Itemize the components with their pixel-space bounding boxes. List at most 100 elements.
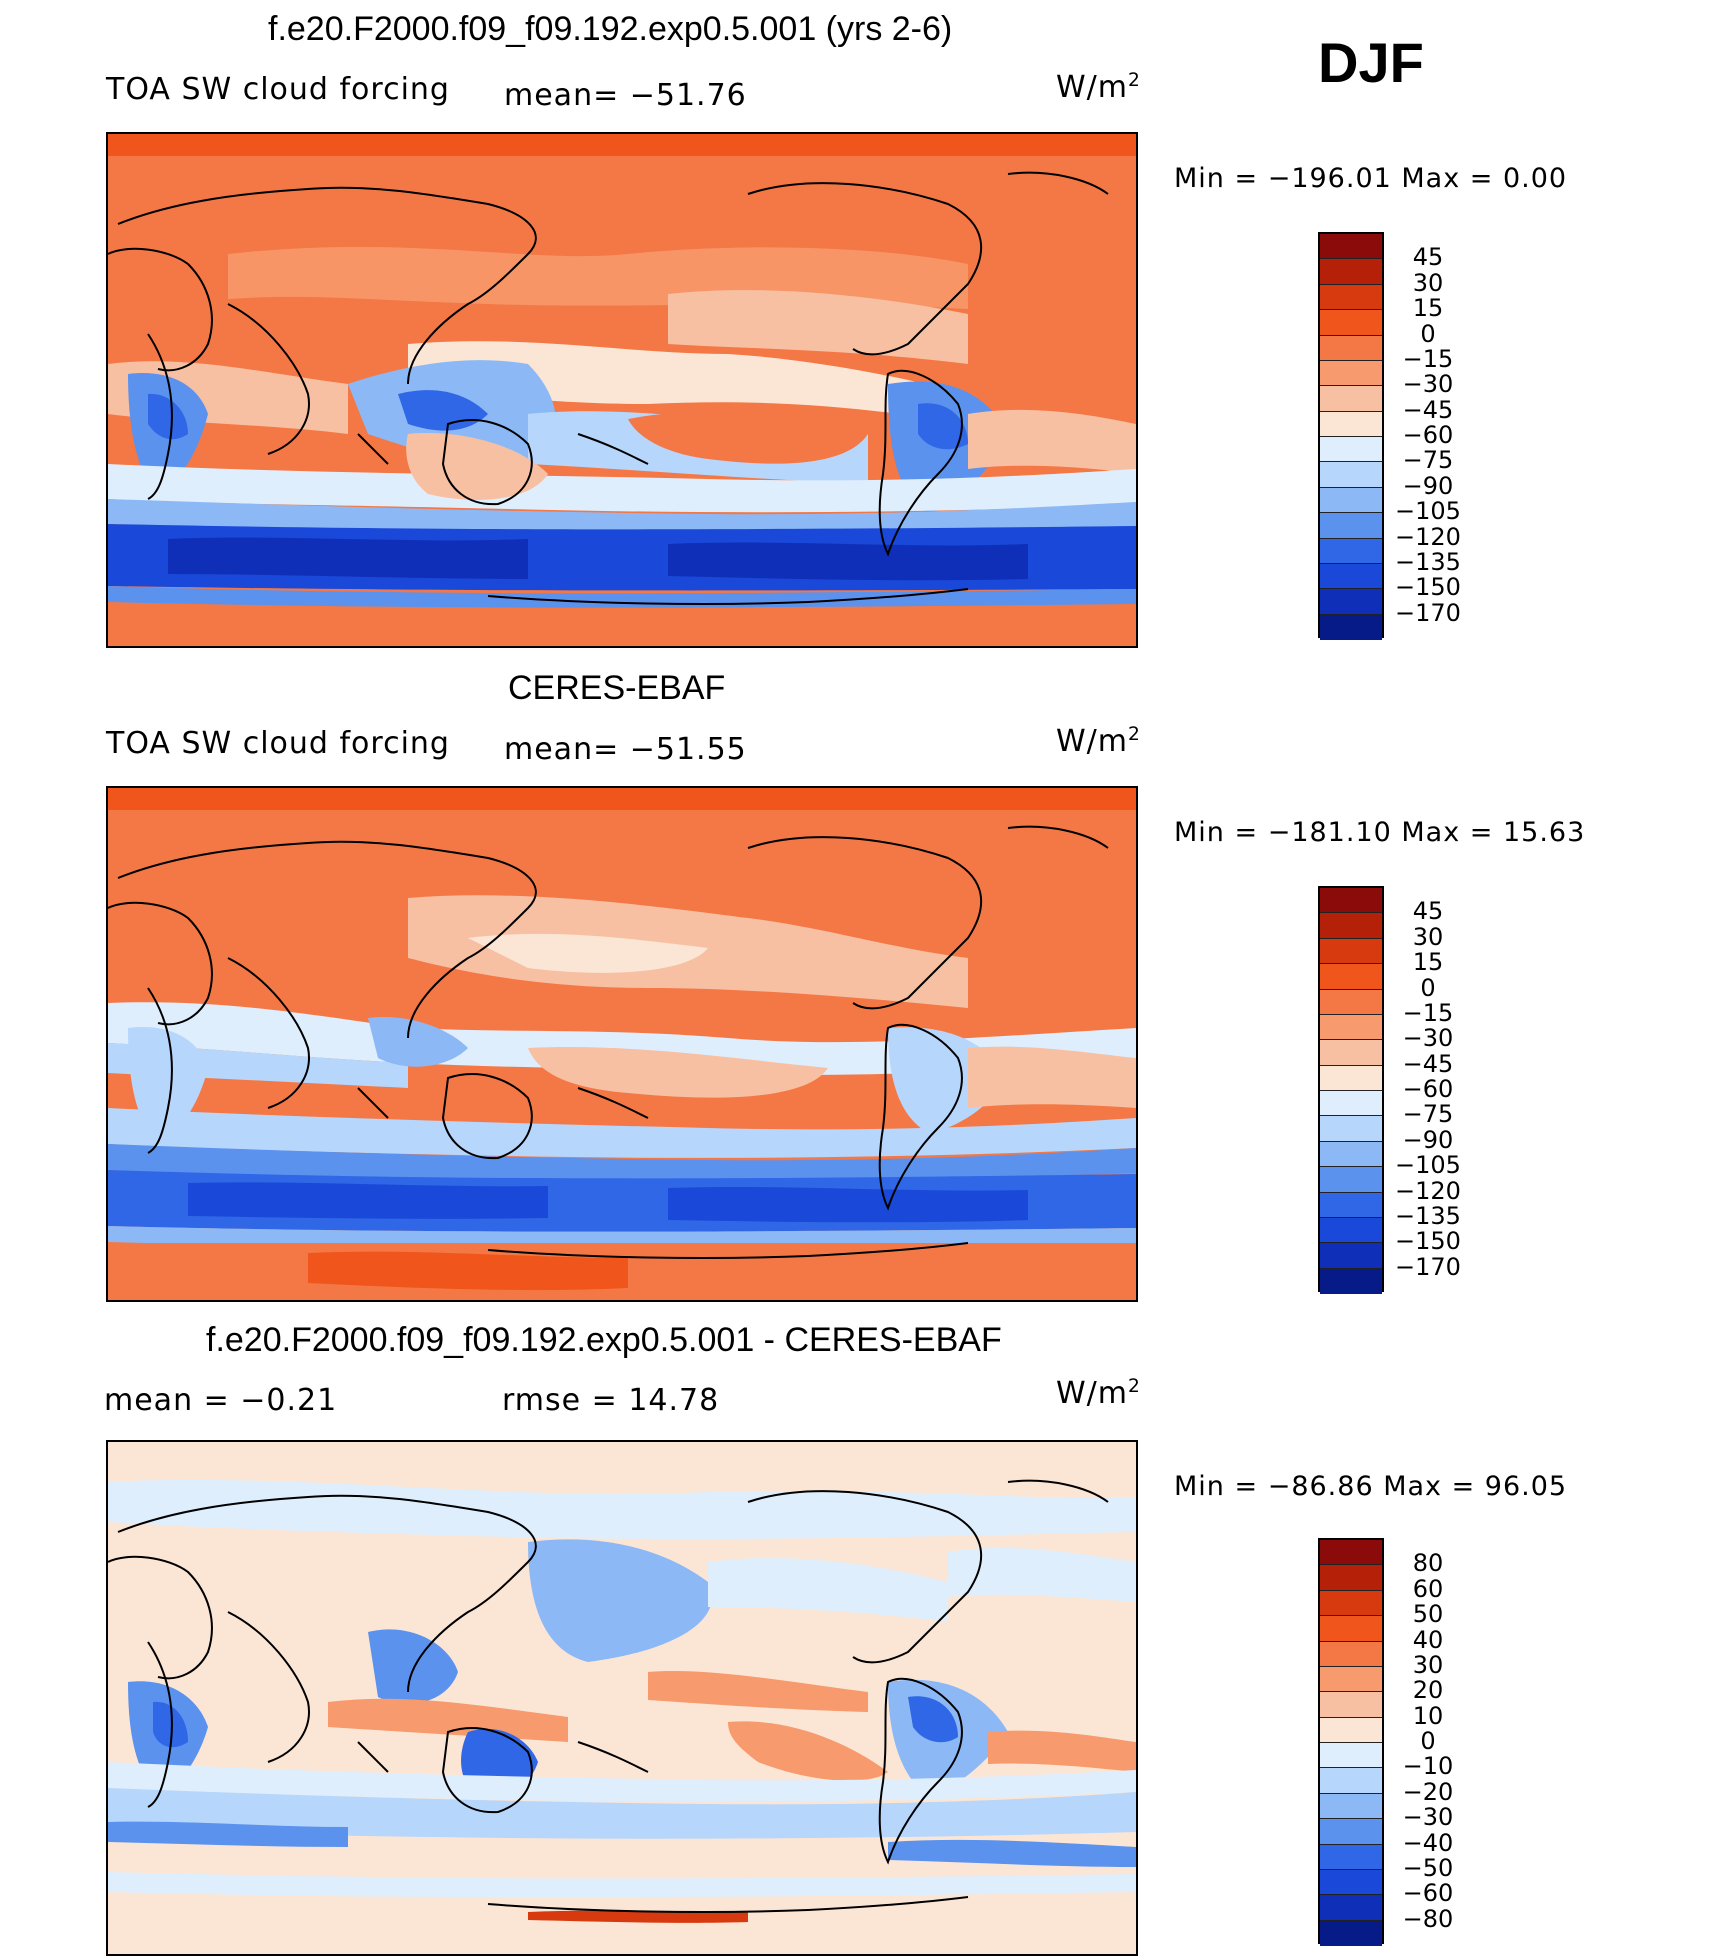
panel1-variable-label: TOA SW cloud forcing bbox=[106, 72, 450, 107]
colorbar-tick-label: 45 bbox=[1412, 897, 1444, 926]
colorbar-swatch bbox=[1320, 310, 1382, 336]
colorbar-tick-label: −150 bbox=[1395, 573, 1461, 602]
colorbar-swatch bbox=[1320, 1091, 1382, 1117]
colorbar-tick-label: −105 bbox=[1395, 497, 1461, 526]
colorbar-tick-label: 30 bbox=[1412, 1650, 1444, 1679]
panel1-map-svg bbox=[108, 134, 1136, 646]
panel2-map-svg bbox=[108, 788, 1136, 1300]
colorbar-tick-label: −75 bbox=[1402, 1100, 1454, 1129]
colorbar-swatch bbox=[1320, 1692, 1382, 1718]
colorbar-swatch bbox=[1320, 1844, 1382, 1870]
panel2-colorbar bbox=[1318, 886, 1384, 1294]
colorbar-swatch bbox=[1320, 1014, 1382, 1041]
colorbar-tick-label: −75 bbox=[1402, 446, 1454, 475]
panel2-units: W/m2 bbox=[1056, 724, 1141, 759]
colorbar-swatch bbox=[1320, 989, 1382, 1015]
colorbar-tick-label: 20 bbox=[1412, 1676, 1444, 1705]
colorbar-tick-label: −90 bbox=[1402, 471, 1454, 500]
colorbar-swatch bbox=[1320, 1920, 1382, 1946]
colorbar-swatch bbox=[1320, 913, 1382, 939]
colorbar-swatch bbox=[1320, 1268, 1382, 1294]
colorbar-tick-label: 15 bbox=[1412, 294, 1444, 323]
colorbar-swatch bbox=[1320, 1743, 1382, 1769]
colorbar-tick-label: −50 bbox=[1402, 1853, 1454, 1882]
panel1-title: f.e20.F2000.f09_f09.192.exp0.5.001 (yrs … bbox=[268, 10, 953, 48]
colorbar-tick-label: −30 bbox=[1402, 1024, 1454, 1053]
colorbar-tick-label: −105 bbox=[1395, 1151, 1461, 1180]
colorbar-swatch bbox=[1320, 1869, 1382, 1896]
colorbar-tick-label: −135 bbox=[1395, 1201, 1461, 1230]
colorbar-tick-label: −60 bbox=[1402, 421, 1454, 449]
colorbar-swatch bbox=[1320, 589, 1382, 615]
panel3-mean-label: mean = −0.21 bbox=[104, 1383, 338, 1418]
colorbar-tick-label: −40 bbox=[1402, 1828, 1454, 1857]
panel1-minmax: Min = −196.01 Max = 0.00 bbox=[1174, 163, 1568, 194]
colorbar-tick-label: 0 bbox=[1420, 973, 1436, 1002]
colorbar-tick-label: 40 bbox=[1412, 1625, 1444, 1654]
colorbar-tick-label: −120 bbox=[1395, 1176, 1461, 1205]
colorbar-swatch bbox=[1320, 938, 1382, 965]
panel1-colorbar-scale bbox=[1318, 232, 1384, 640]
colorbar-tick-label: 80 bbox=[1412, 1549, 1444, 1578]
colorbar-swatch bbox=[1320, 1116, 1382, 1142]
panel2-mean-label: mean= −51.55 bbox=[504, 732, 747, 767]
colorbar-swatch bbox=[1320, 437, 1382, 463]
colorbar-tick-label: 30 bbox=[1412, 922, 1444, 951]
colorbar-tick-label: 0 bbox=[1420, 1727, 1436, 1755]
colorbar-tick-label: −10 bbox=[1402, 1752, 1454, 1781]
colorbar-swatch bbox=[1320, 1819, 1382, 1845]
panel3-units: W/m2 bbox=[1056, 1376, 1141, 1411]
colorbar-swatch bbox=[1320, 234, 1382, 260]
colorbar-tick-label: −15 bbox=[1402, 998, 1454, 1027]
colorbar-tick-label: −120 bbox=[1395, 522, 1461, 551]
panel3-title: f.e20.F2000.f09_f09.192.exp0.5.001 - CER… bbox=[206, 1321, 1002, 1359]
colorbar-tick-label: −170 bbox=[1395, 598, 1461, 627]
colorbar-tick-label: −60 bbox=[1402, 1879, 1454, 1908]
colorbar-swatch bbox=[1320, 538, 1382, 564]
colorbar-swatch bbox=[1320, 335, 1382, 361]
colorbar-swatch bbox=[1320, 1641, 1382, 1667]
panel3-rmse-label: rmse = 14.78 bbox=[502, 1383, 720, 1418]
colorbar-swatch bbox=[1320, 964, 1382, 990]
colorbar-tick-label: −60 bbox=[1402, 1075, 1454, 1103]
colorbar-swatch bbox=[1320, 1167, 1382, 1193]
panel2-colorbar-scale bbox=[1318, 886, 1384, 1294]
colorbar-swatch bbox=[1320, 513, 1382, 539]
colorbar-tick-label: −30 bbox=[1402, 370, 1454, 399]
colorbar-swatch bbox=[1320, 1793, 1382, 1820]
colorbar-tick-label: −20 bbox=[1402, 1777, 1454, 1806]
colorbar-tick-label: −45 bbox=[1402, 1049, 1454, 1078]
colorbar-swatch bbox=[1320, 259, 1382, 285]
colorbar-tick-label: 50 bbox=[1412, 1600, 1444, 1629]
colorbar-swatch bbox=[1320, 888, 1382, 914]
colorbar-tick-label: −170 bbox=[1395, 1252, 1461, 1281]
colorbar-swatch bbox=[1320, 1590, 1382, 1617]
colorbar-tick-label: −30 bbox=[1402, 1803, 1454, 1832]
colorbar-tick-label: −135 bbox=[1395, 547, 1461, 576]
colorbar-swatch bbox=[1320, 1192, 1382, 1218]
colorbar-swatch bbox=[1320, 1065, 1382, 1091]
colorbar-tick-label: 30 bbox=[1412, 268, 1444, 297]
panel3-colorbar bbox=[1318, 1538, 1384, 1946]
panel3-map bbox=[106, 1440, 1138, 1956]
colorbar-swatch bbox=[1320, 1768, 1382, 1794]
colorbar-tick-label: −150 bbox=[1395, 1227, 1461, 1256]
colorbar-swatch bbox=[1320, 360, 1382, 387]
colorbar-swatch bbox=[1320, 1540, 1382, 1566]
panel1-map bbox=[106, 132, 1138, 648]
colorbar-tick-label: 60 bbox=[1412, 1574, 1444, 1603]
colorbar-tick-label: 0 bbox=[1420, 319, 1436, 348]
colorbar-swatch bbox=[1320, 284, 1382, 311]
colorbar-tick-label: −80 bbox=[1402, 1904, 1454, 1933]
colorbar-tick-label: 10 bbox=[1412, 1701, 1444, 1730]
panel2-variable-label: TOA SW cloud forcing bbox=[106, 726, 450, 761]
panel2-minmax: Min = −181.10 Max = 15.63 bbox=[1174, 817, 1586, 848]
colorbar-tick-label: −15 bbox=[1402, 344, 1454, 373]
colorbar-tick-label: 45 bbox=[1412, 243, 1444, 272]
colorbar-swatch bbox=[1320, 1040, 1382, 1066]
colorbar-swatch bbox=[1320, 614, 1382, 640]
colorbar-swatch bbox=[1320, 1717, 1382, 1743]
panel3-colorbar-scale bbox=[1318, 1538, 1384, 1946]
panel1-colorbar bbox=[1318, 232, 1384, 640]
panel1-units: W/m2 bbox=[1056, 70, 1141, 105]
